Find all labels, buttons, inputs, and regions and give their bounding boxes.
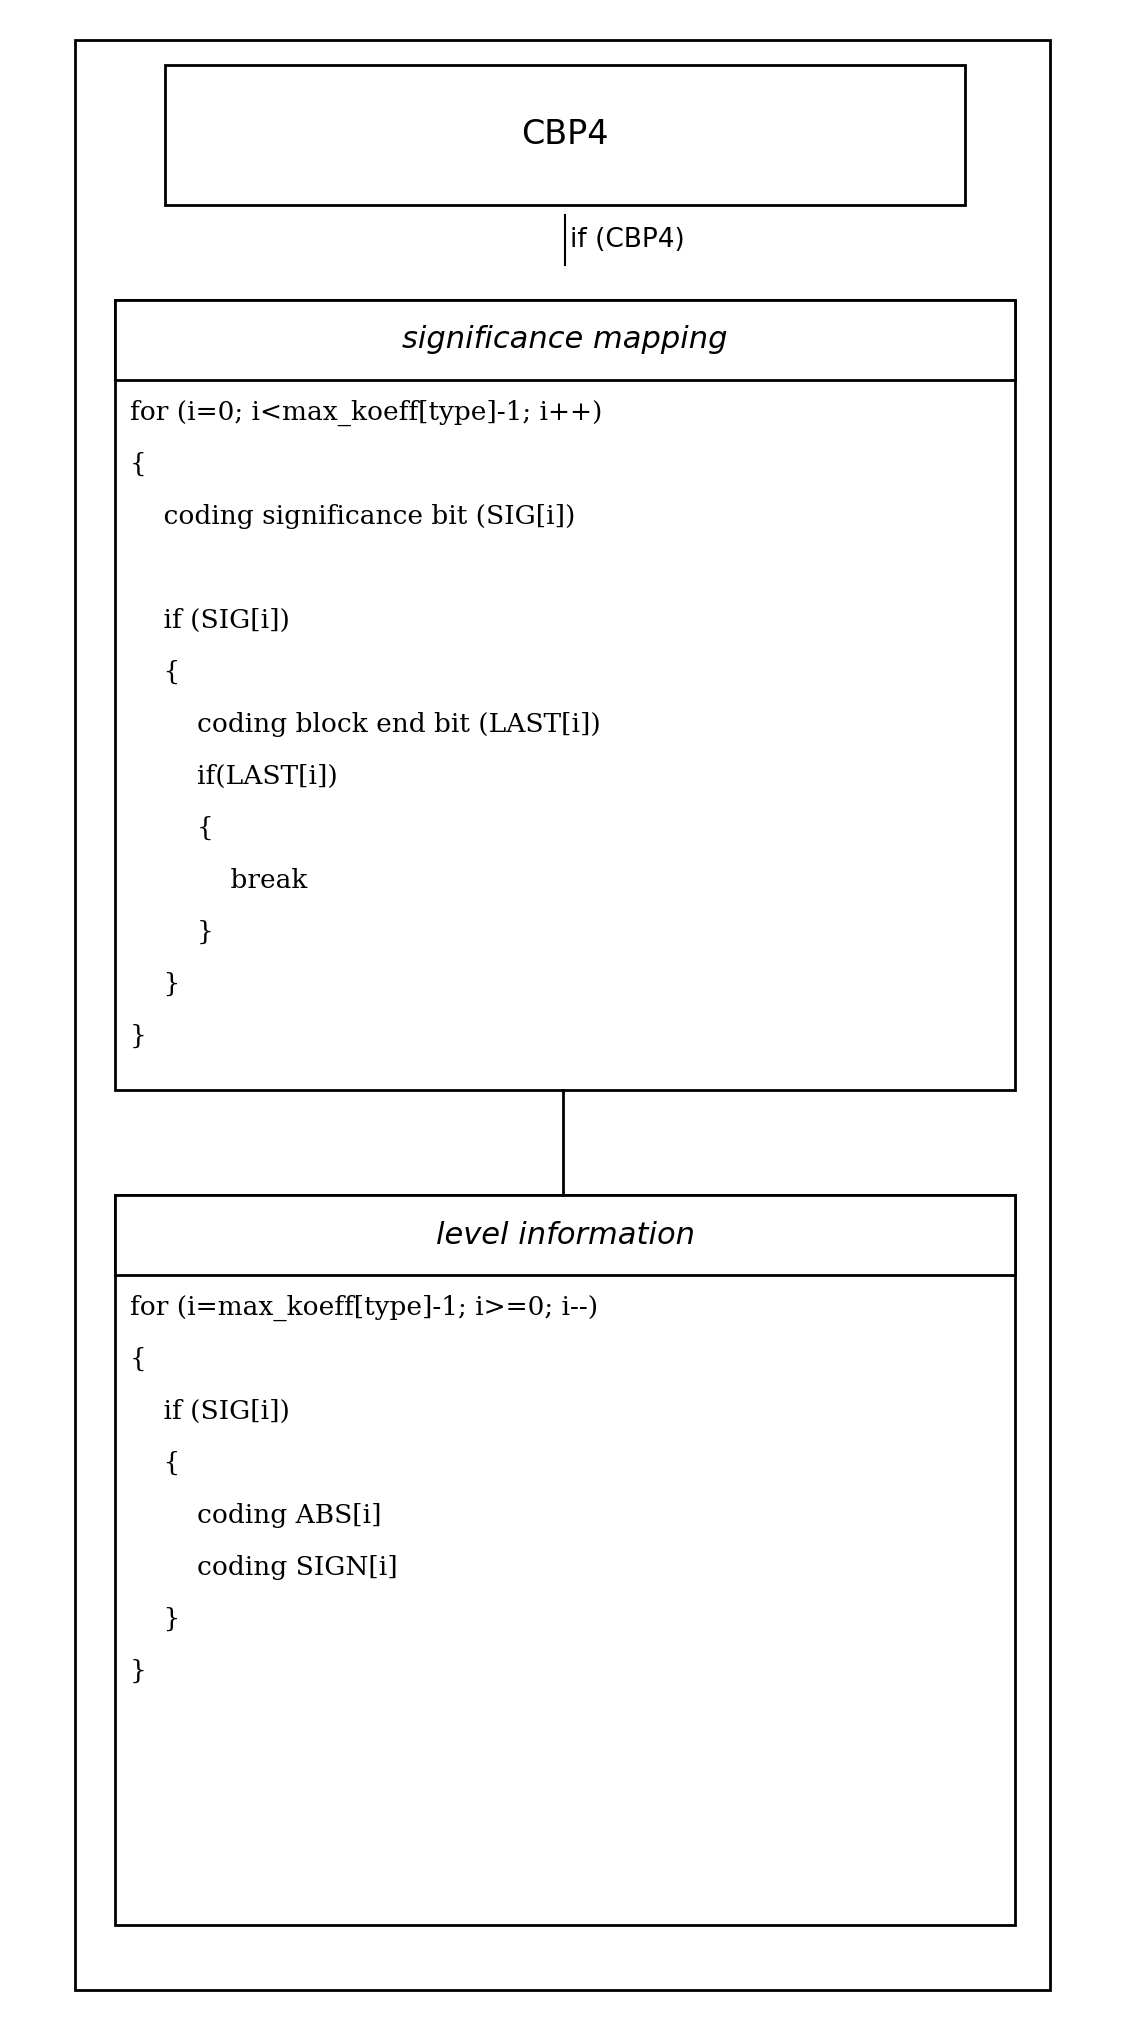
Text: CBP4: CBP4 [522,119,609,152]
Text: {: { [130,1347,147,1373]
Text: coding ABS[i]: coding ABS[i] [130,1502,382,1529]
Text: }: } [130,1658,147,1684]
Text: {: { [130,659,180,685]
Text: {: { [130,1452,180,1476]
Text: {: { [130,817,214,841]
Text: if(LAST[i]): if(LAST[i]) [130,764,338,789]
Bar [115,299,1015,1090]
Bar [115,299,1015,380]
Text: coding SIGN[i]: coding SIGN[i] [130,1555,398,1579]
Text: level information: level information [435,1221,694,1250]
Bar [165,65,965,204]
Text: for (i=0; i<max_koeff[type]-1; i++): for (i=0; i<max_koeff[type]-1; i++) [130,400,602,427]
Text: significance mapping: significance mapping [402,326,728,354]
Text: {: { [130,453,147,477]
Text: coding block end bit (LAST[i]): coding block end bit (LAST[i]) [130,712,601,736]
Text: }: } [130,1023,147,1049]
Text: for (i=max_koeff[type]-1; i>=0; i--): for (i=max_koeff[type]-1; i>=0; i--) [130,1294,598,1320]
Text: }: } [130,973,180,997]
Bar [115,1195,1015,1925]
Bar [115,1195,1015,1276]
Text: coding significance bit (SIG[i]): coding significance bit (SIG[i]) [130,503,576,530]
Text: }: } [130,920,214,944]
Text: if (SIG[i]): if (SIG[i]) [130,609,290,633]
Text: }: } [130,1607,180,1632]
Bar [76,40,1050,1990]
Text: if (CBP4): if (CBP4) [570,226,685,253]
Text: if (SIG[i]): if (SIG[i]) [130,1399,290,1423]
Text: break: break [130,867,308,894]
